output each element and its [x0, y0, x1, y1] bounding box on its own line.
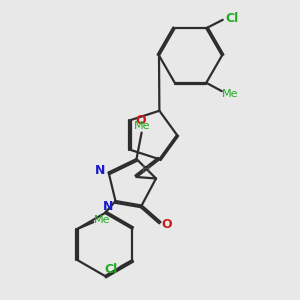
Text: Me: Me — [222, 88, 238, 99]
Text: O: O — [162, 218, 172, 231]
Text: H: H — [142, 165, 150, 176]
Text: N: N — [103, 200, 113, 213]
Text: N: N — [95, 164, 105, 177]
Text: Me: Me — [134, 121, 150, 131]
Text: Cl: Cl — [225, 12, 238, 25]
Text: Me: Me — [94, 215, 110, 225]
Text: Cl: Cl — [104, 263, 117, 276]
Text: O: O — [135, 113, 146, 127]
